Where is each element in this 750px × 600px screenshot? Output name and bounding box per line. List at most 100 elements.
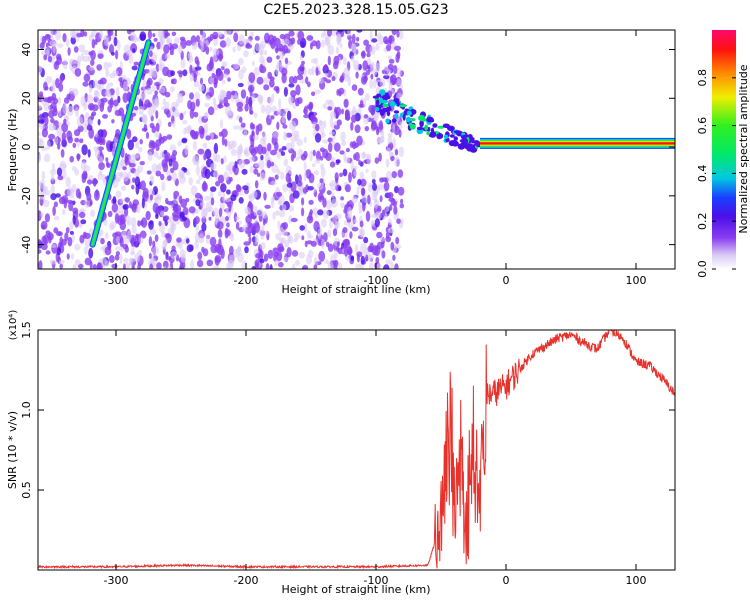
noise-blob [311,65,315,76]
noise-blob [185,40,192,46]
noise-blob [232,165,236,173]
noise-blob [226,189,231,195]
noise-blob [373,68,378,76]
noise-blob [356,253,360,263]
noise-blob [238,143,243,154]
noise-blob [299,55,303,61]
noise-blob [181,216,187,222]
noise-blob [354,244,359,254]
noise-blob [331,192,335,199]
trace-blob [421,118,428,122]
noise-blob [335,159,341,164]
noise-blob [44,213,51,223]
noise-blob [190,101,196,112]
noise-blob [74,137,80,143]
noise-blob [50,193,57,201]
noise-blob [282,256,289,263]
noise-blob [249,31,255,37]
noise-blob [169,86,175,93]
noise-blob [128,154,136,165]
noise-blob [249,86,253,97]
noise-blob [157,163,163,171]
noise-blob [59,236,63,246]
noise-blob [122,263,126,269]
noise-blob [158,77,164,85]
noise-blob [158,221,162,227]
noise-blob [396,218,401,224]
noise-blob [43,54,48,61]
noise-blob [133,61,139,66]
noise-blob [185,170,191,176]
noise-blob [195,71,201,76]
noise-blob [266,56,273,63]
noise-blob [53,201,59,208]
trace-blob [374,107,380,112]
noise-blob [40,212,44,218]
noise-blob [254,35,260,41]
noise-blob [63,97,70,104]
noise-blob [52,41,58,46]
noise-blob [254,146,259,154]
noise-blob [341,108,344,115]
noise-blob [84,123,88,133]
noise-blob [254,259,260,268]
noise-blob [331,75,336,82]
noise-blob [289,120,297,131]
noise-blob [327,30,332,37]
noise-blob [270,149,277,156]
noise-blob [336,241,340,247]
x-tick-label: 100 [626,274,647,287]
noise-blob [155,122,160,132]
noise-blob [146,87,153,95]
noise-blob [179,112,184,121]
noise-blob [141,217,148,229]
noise-blob [58,82,64,92]
noise-blob [209,76,215,85]
noise-blob [117,39,121,51]
noise-blob [128,201,132,209]
noise-blob [170,167,175,174]
noise-blob [344,184,351,193]
noise-blob [214,255,222,263]
noise-blob [358,201,363,208]
noise-blob [232,30,240,33]
noise-blob [338,262,343,269]
noise-blob [248,156,255,163]
noise-blob [230,194,237,202]
noise-blob [175,204,182,215]
noise-blob [202,180,207,191]
noise-blob [374,157,379,164]
noise-blob [180,254,186,263]
noise-blob [193,111,199,118]
noise-blob [322,197,327,208]
noise-blob [359,171,365,182]
noise-blob [80,95,86,107]
noise-blob [83,73,91,83]
noise-blob [139,230,147,239]
noise-blob [395,53,400,63]
noise-blob [322,209,330,219]
noise-blob [220,248,225,259]
noise-blob [375,257,380,264]
noise-blob [225,215,229,222]
noise-blob [142,187,149,199]
noise-blob [281,116,286,124]
noise-blob [103,61,109,70]
noise-blob [60,149,65,158]
noise-blob [291,250,299,257]
noise-blob [286,110,292,121]
noise-blob [154,234,159,242]
noise-blob [226,222,230,228]
noise-blob [319,195,325,201]
noise-blob [360,178,367,187]
noise-blob [217,229,223,238]
noise-blob [244,206,251,215]
noise-blob [387,135,393,144]
noise-blob [195,165,200,176]
noise-blob [177,70,184,75]
noise-blob [375,126,380,136]
noise-blob [139,138,143,145]
noise-blob [278,98,282,109]
noise-blob [132,199,139,207]
noise-blob [297,66,305,76]
